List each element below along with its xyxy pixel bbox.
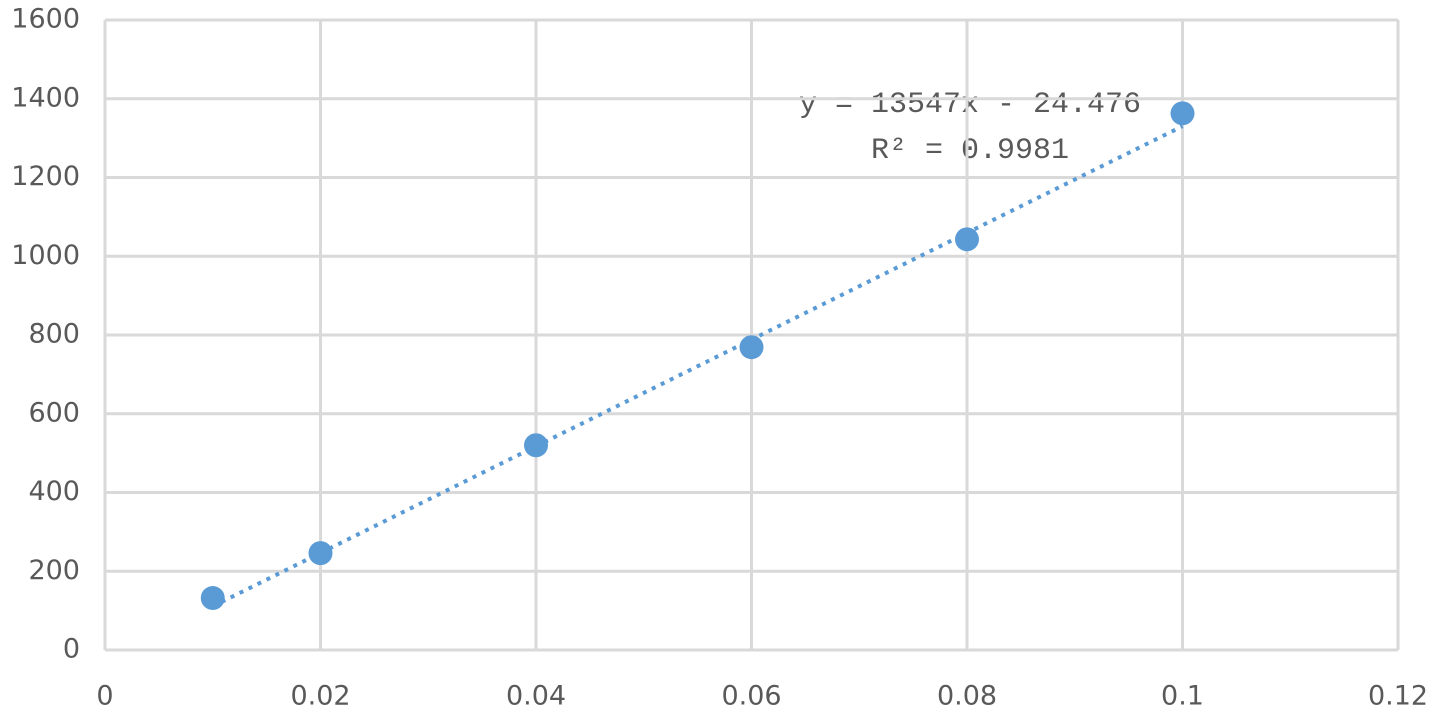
y-tick-label: 1000 <box>11 240 80 271</box>
y-tick-label: 800 <box>28 319 80 350</box>
trendline-equation: y = 13547x - 24.476 <box>799 88 1141 122</box>
y-tick-label: 400 <box>28 476 80 507</box>
x-tick-label: 0.12 <box>1368 681 1428 712</box>
trendline <box>211 124 1184 609</box>
x-tick-label: 0.02 <box>290 681 350 712</box>
point <box>200 586 225 611</box>
y-tick-label: 1600 <box>11 4 80 35</box>
point <box>524 433 548 458</box>
x-tick-label: 0.04 <box>506 681 566 712</box>
x-tick-label: 0.06 <box>721 681 781 712</box>
x-tick-label: 0.1 <box>1161 681 1204 712</box>
y-tick-label: 1200 <box>11 161 80 192</box>
y-tick-label: 200 <box>28 555 80 586</box>
point <box>1170 101 1195 126</box>
x-tick-label: 0 <box>96 681 113 712</box>
y-tick-label: 600 <box>28 397 80 428</box>
point <box>955 227 979 252</box>
point <box>739 335 764 360</box>
y-tick-label: 0 <box>63 634 80 665</box>
trendline-r-squared: R² = 0.9981 <box>871 134 1069 168</box>
y-tick-label: 1400 <box>11 82 80 113</box>
point <box>308 541 333 566</box>
x-tick-label: 0.08 <box>937 681 997 712</box>
